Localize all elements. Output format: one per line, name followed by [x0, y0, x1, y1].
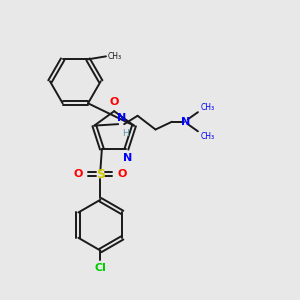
Text: N: N: [181, 117, 190, 127]
Text: N: N: [123, 153, 133, 163]
Text: CH₃: CH₃: [107, 52, 122, 61]
Text: H: H: [122, 129, 128, 138]
Text: CH₃: CH₃: [201, 132, 215, 141]
Text: O: O: [110, 97, 119, 107]
Text: O: O: [118, 169, 127, 179]
Text: N: N: [116, 113, 126, 123]
Text: O: O: [74, 169, 83, 179]
Text: Cl: Cl: [94, 263, 106, 273]
Text: CH₃: CH₃: [201, 103, 215, 112]
Text: S: S: [96, 168, 105, 181]
